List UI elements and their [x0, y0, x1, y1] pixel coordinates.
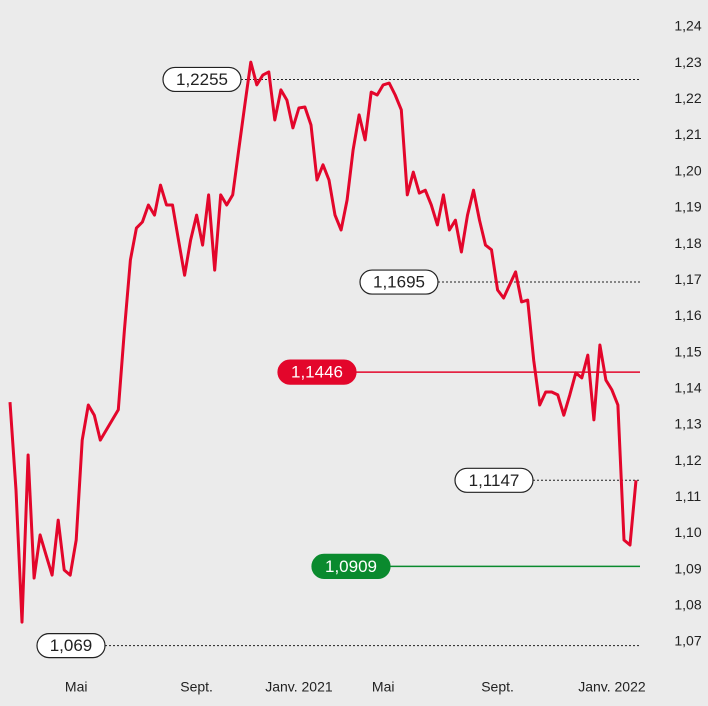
y-tick-label: 1,18 [674, 235, 701, 251]
y-tick-label: 1,24 [674, 18, 701, 34]
y-tick-label: 1,16 [674, 307, 701, 323]
x-tick-label: Sept. [180, 679, 213, 695]
y-tick-label: 1,22 [674, 90, 701, 106]
y-tick-label: 1,09 [674, 560, 701, 576]
label-pill [359, 269, 439, 295]
x-tick-label: Mai [372, 679, 395, 695]
y-tick-label: 1,17 [674, 271, 701, 287]
y-tick-label: 1,19 [674, 199, 701, 215]
annotation-label: 1,0909 [325, 557, 377, 576]
y-tick-label: 1,10 [674, 524, 701, 540]
label-pill [311, 553, 391, 579]
y-tick-label: 1,23 [674, 54, 701, 70]
y-tick-label: 1,20 [674, 162, 701, 178]
line [8, 60, 638, 624]
annotation-label: 1,1695 [373, 273, 425, 292]
y-tick-label: 1,07 [674, 633, 701, 649]
y-tick-label: 1,21 [674, 126, 701, 142]
x-tick-label: Sept. [481, 679, 514, 695]
x-tick-label: Janv. 2022 [578, 679, 646, 695]
y-tick-label: 1,13 [674, 416, 701, 432]
annotation-label: 1,069 [50, 636, 93, 655]
annotation-label: 1,2255 [176, 70, 228, 89]
label-pill [36, 633, 106, 659]
annotation-label: 1,1147 [469, 471, 520, 490]
label-pill [454, 467, 534, 493]
y-tick-label: 1,15 [674, 343, 701, 359]
label-pill [277, 359, 357, 385]
y-tick-label: 1,12 [674, 452, 701, 468]
y-tick-label: 1,11 [675, 488, 701, 504]
x-tick-label: Mai [65, 679, 88, 695]
label-pill [162, 66, 242, 93]
y-tick-label: 1,14 [674, 379, 701, 395]
y-tick-label: 1,08 [674, 597, 701, 613]
x-tick-label: Janv. 2021 [265, 679, 333, 695]
annotation-label: 1,1446 [291, 363, 343, 382]
